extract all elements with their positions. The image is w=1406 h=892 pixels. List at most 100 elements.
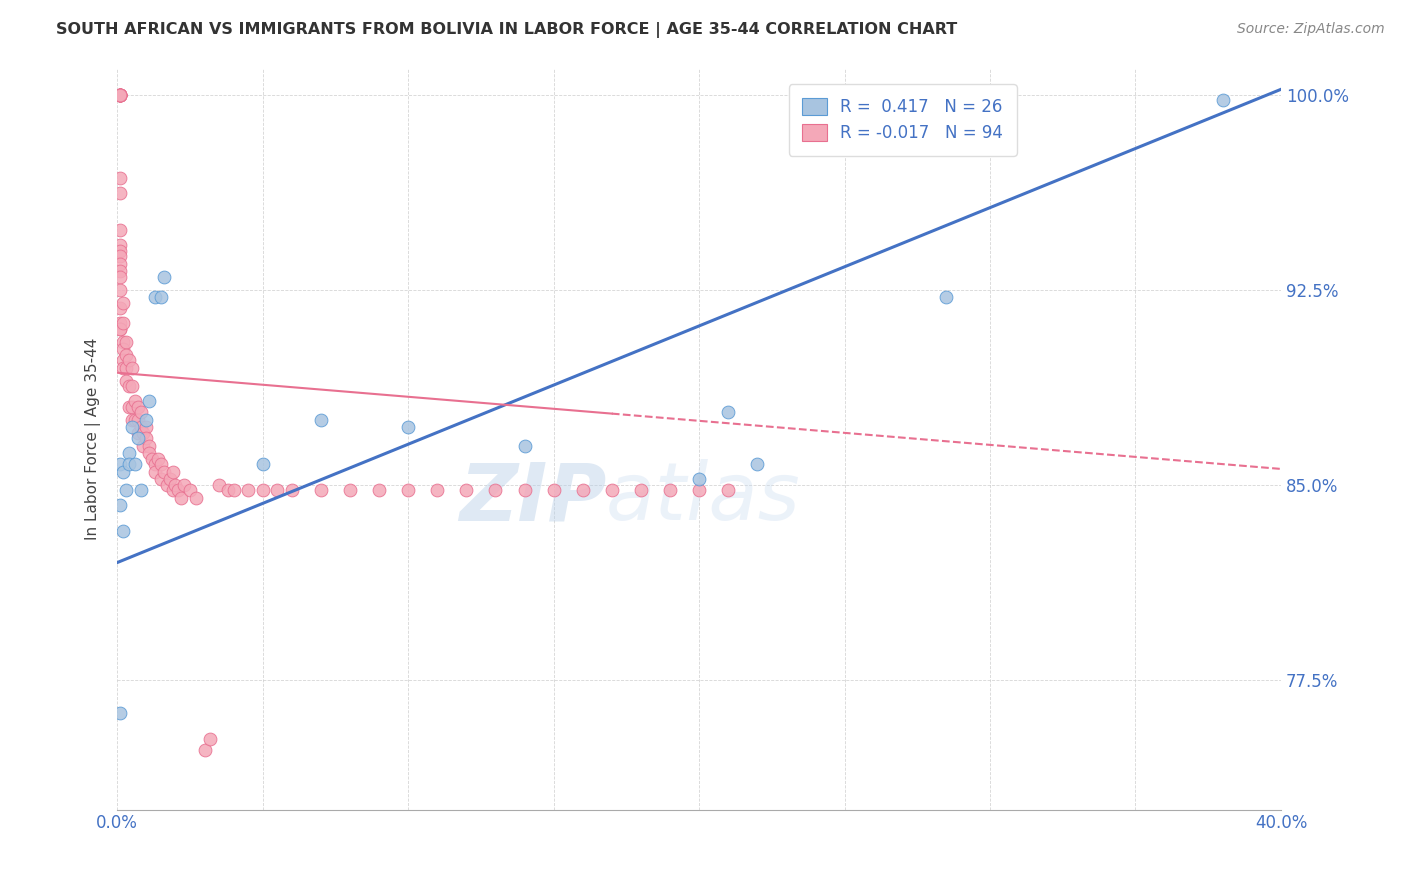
- Point: [112, 465, 135, 479]
- Point: [108, 244, 131, 258]
- Point: [238, 483, 260, 497]
- Point: [309, 483, 332, 497]
- Point: [127, 400, 149, 414]
- Point: [513, 438, 536, 452]
- Point: [138, 394, 160, 409]
- Point: [124, 412, 146, 426]
- Point: [193, 743, 215, 757]
- Text: ZIP: ZIP: [458, 459, 606, 537]
- Point: [127, 412, 149, 426]
- Point: [747, 457, 769, 471]
- Point: [659, 483, 682, 497]
- Point: [339, 483, 361, 497]
- Point: [717, 483, 740, 497]
- Point: [121, 378, 143, 392]
- Point: [143, 457, 166, 471]
- Point: [108, 301, 131, 315]
- Point: [108, 87, 131, 102]
- Point: [162, 465, 184, 479]
- Point: [115, 483, 138, 497]
- Point: [513, 483, 536, 497]
- Text: atlas: atlas: [606, 459, 801, 537]
- Point: [118, 457, 141, 471]
- Point: [115, 334, 138, 349]
- Point: [217, 483, 239, 497]
- Point: [112, 524, 135, 539]
- Point: [118, 446, 141, 460]
- Point: [688, 472, 710, 486]
- Point: [173, 477, 195, 491]
- Point: [368, 483, 391, 497]
- Point: [112, 360, 135, 375]
- Point: [112, 334, 135, 349]
- Point: [108, 186, 131, 201]
- Point: [309, 412, 332, 426]
- Text: SOUTH AFRICAN VS IMMIGRANTS FROM BOLIVIA IN LABOR FORCE | AGE 35-44 CORRELATION : SOUTH AFRICAN VS IMMIGRANTS FROM BOLIVIA…: [56, 22, 957, 38]
- Point: [396, 483, 419, 497]
- Point: [121, 360, 143, 375]
- Point: [115, 374, 138, 388]
- Point: [108, 457, 131, 471]
- Point: [127, 431, 149, 445]
- Point: [396, 420, 419, 434]
- Point: [543, 483, 565, 497]
- Point: [108, 87, 131, 102]
- Point: [115, 360, 138, 375]
- Point: [252, 457, 274, 471]
- Point: [129, 405, 152, 419]
- Point: [1212, 93, 1234, 107]
- Point: [484, 483, 506, 497]
- Point: [571, 483, 593, 497]
- Point: [138, 446, 160, 460]
- Y-axis label: In Labor Force | Age 35-44: In Labor Force | Age 35-44: [86, 338, 101, 541]
- Legend: R =  0.417   N = 26, R = -0.017   N = 94: R = 0.417 N = 26, R = -0.017 N = 94: [789, 84, 1017, 155]
- Point: [149, 457, 172, 471]
- Point: [132, 425, 155, 440]
- Point: [252, 483, 274, 497]
- Point: [108, 256, 131, 270]
- Point: [108, 283, 131, 297]
- Point: [208, 477, 231, 491]
- Point: [266, 483, 288, 497]
- Point: [121, 412, 143, 426]
- Point: [159, 472, 181, 486]
- Point: [162, 483, 184, 497]
- Point: [108, 87, 131, 102]
- Point: [108, 87, 131, 102]
- Point: [108, 87, 131, 102]
- Point: [129, 483, 152, 497]
- Point: [170, 491, 193, 505]
- Point: [281, 483, 304, 497]
- Point: [108, 499, 131, 513]
- Point: [167, 483, 190, 497]
- Point: [630, 483, 652, 497]
- Point: [118, 400, 141, 414]
- Point: [146, 451, 169, 466]
- Point: [108, 321, 131, 335]
- Point: [153, 465, 176, 479]
- Point: [179, 483, 201, 497]
- Point: [108, 87, 131, 102]
- Point: [124, 457, 146, 471]
- Point: [935, 290, 957, 304]
- Point: [108, 264, 131, 278]
- Point: [108, 249, 131, 263]
- Point: [108, 87, 131, 102]
- Point: [135, 420, 157, 434]
- Point: [115, 347, 138, 361]
- Point: [118, 378, 141, 392]
- Point: [112, 352, 135, 367]
- Point: [156, 477, 179, 491]
- Point: [149, 290, 172, 304]
- Point: [121, 420, 143, 434]
- Point: [108, 87, 131, 102]
- Point: [200, 732, 222, 747]
- Point: [141, 451, 163, 466]
- Point: [112, 343, 135, 357]
- Point: [135, 431, 157, 445]
- Point: [108, 238, 131, 252]
- Point: [132, 438, 155, 452]
- Point: [135, 412, 157, 426]
- Point: [108, 223, 131, 237]
- Point: [184, 491, 207, 505]
